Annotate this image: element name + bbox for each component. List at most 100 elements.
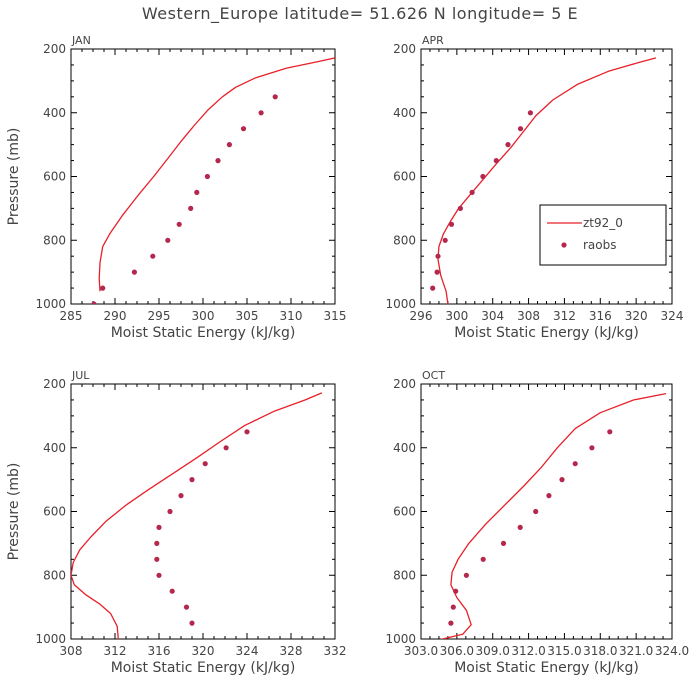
x-tick-label: 332 [324,644,347,658]
x-tick-label: 316 [589,309,612,323]
data-point-raobs [258,110,264,116]
data-point-raobs [430,285,436,291]
panel-label: JAN [71,34,91,47]
x-tick-label: 295 [148,309,171,323]
y-tick-label: 400 [393,441,416,455]
data-point-raobs [150,253,156,259]
x-tick-label: 308 [60,644,83,658]
data-point-raobs [178,493,184,499]
x-tick-label: 321.0 [619,644,653,658]
data-point-raobs [517,524,523,531]
panel-jul: JUL 308 312 316 320 324 328 332 200 400 600 800 1000… [6,369,346,676]
y-tick-label: 800 [43,233,66,247]
plot-area [91,57,335,304]
data-point-raobs [189,477,195,483]
data-point-raobs [215,158,221,164]
plot-area [71,392,323,639]
y-axis-title: Pressure (mb) [6,128,22,226]
data-point-raobs [500,540,507,547]
x-tick-label: 315.0 [547,644,581,658]
y-tick-label: 1000 [35,297,66,311]
data-point-raobs [448,221,455,227]
x-axis-title: Moist Static Energy (kJ/kg) [111,325,296,341]
y-tick-label: 400 [43,441,66,455]
series-line-zt92_0 [437,57,657,304]
data-point-raobs [435,253,441,259]
y-tick-label: 600 [393,170,416,184]
panel-label: OCT [422,369,445,382]
x-tick-label: 310 [280,309,303,323]
y-tick-label: 1000 [385,632,416,646]
x-tick-label: 304 [481,309,504,323]
data-point-raobs [589,445,595,451]
data-point-raobs [457,205,463,211]
x-tick-label: 315 [324,309,347,323]
x-tick-label: 324 [661,309,684,323]
x-tick-label: 305 [236,309,259,323]
data-point-raobs [154,556,160,562]
data-point-raobs [272,94,278,100]
data-point-raobs [480,173,486,180]
data-point-raobs [450,604,456,610]
x-tick-label: 285 [60,309,83,323]
data-point-raobs [493,158,499,164]
data-point-raobs [463,572,469,578]
panel-apr: APR 296 300 304 308 312 316 320 324 200 400 600 800 1… [385,34,683,341]
x-tick-label: 312 [553,309,576,323]
x-tick-label: 306.0 [440,644,474,658]
data-point-raobs [226,142,232,148]
data-point-raobs [505,142,511,148]
y-tick-label: 400 [43,106,66,120]
panel-jan: JAN 285 290 295 300 305 310 315 200 400 600 800 1000… [6,34,346,341]
panel-label: JUL [71,369,90,382]
data-point-raobs [156,572,162,578]
data-point-raobs [204,173,210,180]
x-tick-label: 328 [280,644,303,658]
x-tick-label: 300 [192,309,215,323]
data-point-raobs [202,461,208,467]
x-tick-label: 312.0 [511,644,545,658]
data-point-raobs [169,588,175,594]
x-tick-label: 320 [192,644,215,658]
data-point-raobs [154,540,160,547]
y-tick-label: 800 [393,568,416,582]
data-point-raobs [223,445,229,451]
data-point-raobs [559,477,565,483]
data-point-raobs [607,429,613,435]
y-tick-label: 600 [393,505,416,519]
x-tick-label: 312 [104,644,127,658]
series-line-zt92_0 [71,392,323,639]
panels: JAN 285 290 295 300 305 310 315 200 400 600 800 1000… [6,34,689,676]
series-line-zt92_0 [98,57,335,292]
x-tick-label: 303.0 [404,644,438,658]
legend-point-swatch [561,242,567,248]
data-point-raobs [244,429,250,435]
figure-title: Western_Europe latitude= 51.626 N longit… [142,4,578,24]
data-point-raobs [165,237,171,243]
plot-frame [70,48,336,305]
data-point-raobs [442,237,448,243]
x-axis-title: Moist Static Energy (kJ/kg) [454,325,639,341]
data-point-raobs [176,221,182,227]
y-tick-label: 200 [393,377,416,391]
y-tick-label: 200 [393,42,416,56]
y-tick-label: 200 [43,42,66,56]
data-point-raobs [453,588,459,594]
data-point-raobs [189,620,195,626]
x-tick-label: 309.0 [476,644,510,658]
data-point-raobs [240,126,247,132]
data-point-raobs [91,301,97,304]
plot-frame [70,383,336,640]
x-tick-label: 324 [236,644,259,658]
data-point-raobs [183,604,190,610]
y-tick-label: 800 [43,568,66,582]
y-tick-label: 600 [43,505,66,519]
x-axis-title: Moist Static Energy (kJ/kg) [454,660,639,676]
data-point-raobs [480,556,486,562]
data-point-raobs [448,620,454,626]
data-point-raobs [131,269,137,275]
x-tick-label: 300 [445,309,468,323]
x-tick-label: 318.0 [583,644,617,658]
